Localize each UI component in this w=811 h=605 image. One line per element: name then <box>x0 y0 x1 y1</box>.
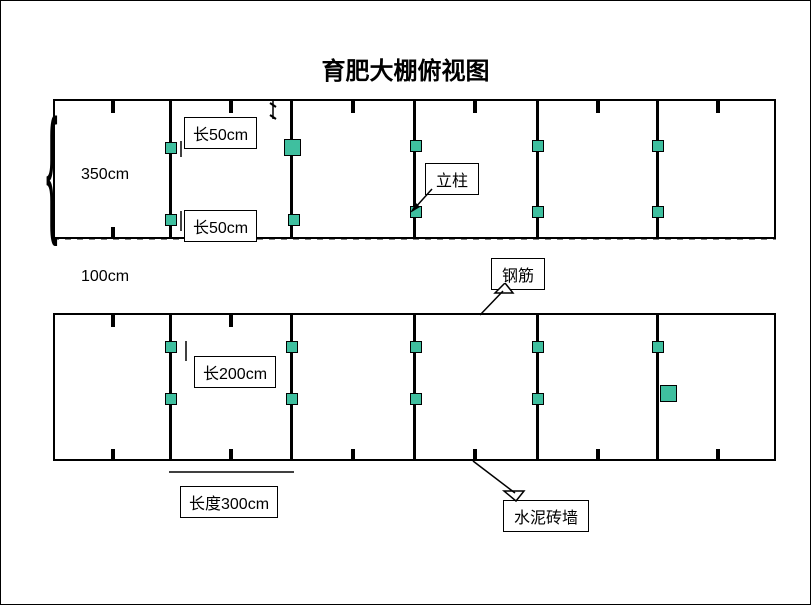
pillar-icon <box>410 393 422 405</box>
label-300cm: 长度300cm <box>180 486 278 518</box>
wall-tick <box>716 449 720 461</box>
label-50cm-bot: 长50cm <box>184 210 257 242</box>
pillar-icon <box>165 142 177 154</box>
wall-tick <box>111 315 115 327</box>
wall-tick <box>229 315 233 327</box>
pillar-icon <box>652 206 664 218</box>
pillar-icon <box>286 341 298 353</box>
label-50cm-top: 长50cm <box>184 117 257 149</box>
pillar-icon <box>286 393 298 405</box>
pillar-icon <box>410 140 422 152</box>
wall-tick <box>111 227 115 239</box>
dim-marker-icon <box>263 101 293 131</box>
wall-tick <box>716 101 720 113</box>
pillar-icon <box>652 140 664 152</box>
callout-arrow-icon <box>475 283 515 318</box>
pillar-icon <box>165 214 177 226</box>
wall-tick <box>596 449 600 461</box>
pillar-icon <box>410 341 422 353</box>
pillar-icon <box>532 341 544 353</box>
callout-arrow-icon <box>468 459 528 504</box>
wall-tick <box>351 101 355 113</box>
pillar-icon <box>165 341 177 353</box>
pillar-icon <box>532 393 544 405</box>
dim-marker-icon <box>178 141 188 157</box>
grid-vline <box>536 315 539 459</box>
brace-icon: { <box>46 99 58 239</box>
dim-350cm: 350cm <box>81 166 129 184</box>
wall-tick <box>473 101 477 113</box>
dim-marker-icon <box>178 211 188 231</box>
wall-tick <box>229 449 233 461</box>
pillar-icon <box>660 385 677 402</box>
pillar-icon <box>532 140 544 152</box>
underline-icon <box>169 471 294 473</box>
dim-100cm: 100cm <box>81 268 129 286</box>
pillar-icon <box>532 206 544 218</box>
diagram-title: 育肥大棚俯视图 <box>322 51 490 86</box>
label-200cm: 长200cm <box>194 356 276 388</box>
grid-vline <box>413 315 416 459</box>
grid-vline <box>290 315 293 459</box>
pillar-icon <box>288 214 300 226</box>
wall-tick <box>111 101 115 113</box>
callout-wall: 水泥砖墙 <box>503 500 589 532</box>
pillar-icon <box>165 393 177 405</box>
dim-marker-icon <box>183 341 193 361</box>
wall-tick <box>351 449 355 461</box>
pillar-icon <box>284 139 301 156</box>
wall-tick <box>596 101 600 113</box>
callout-arrow-icon <box>410 187 436 213</box>
dashed-separator <box>53 238 776 240</box>
wall-tick <box>229 101 233 113</box>
wall-tick <box>111 449 115 461</box>
grid-vline <box>656 315 659 459</box>
pillar-icon <box>652 341 664 353</box>
grid-vline <box>169 315 172 459</box>
